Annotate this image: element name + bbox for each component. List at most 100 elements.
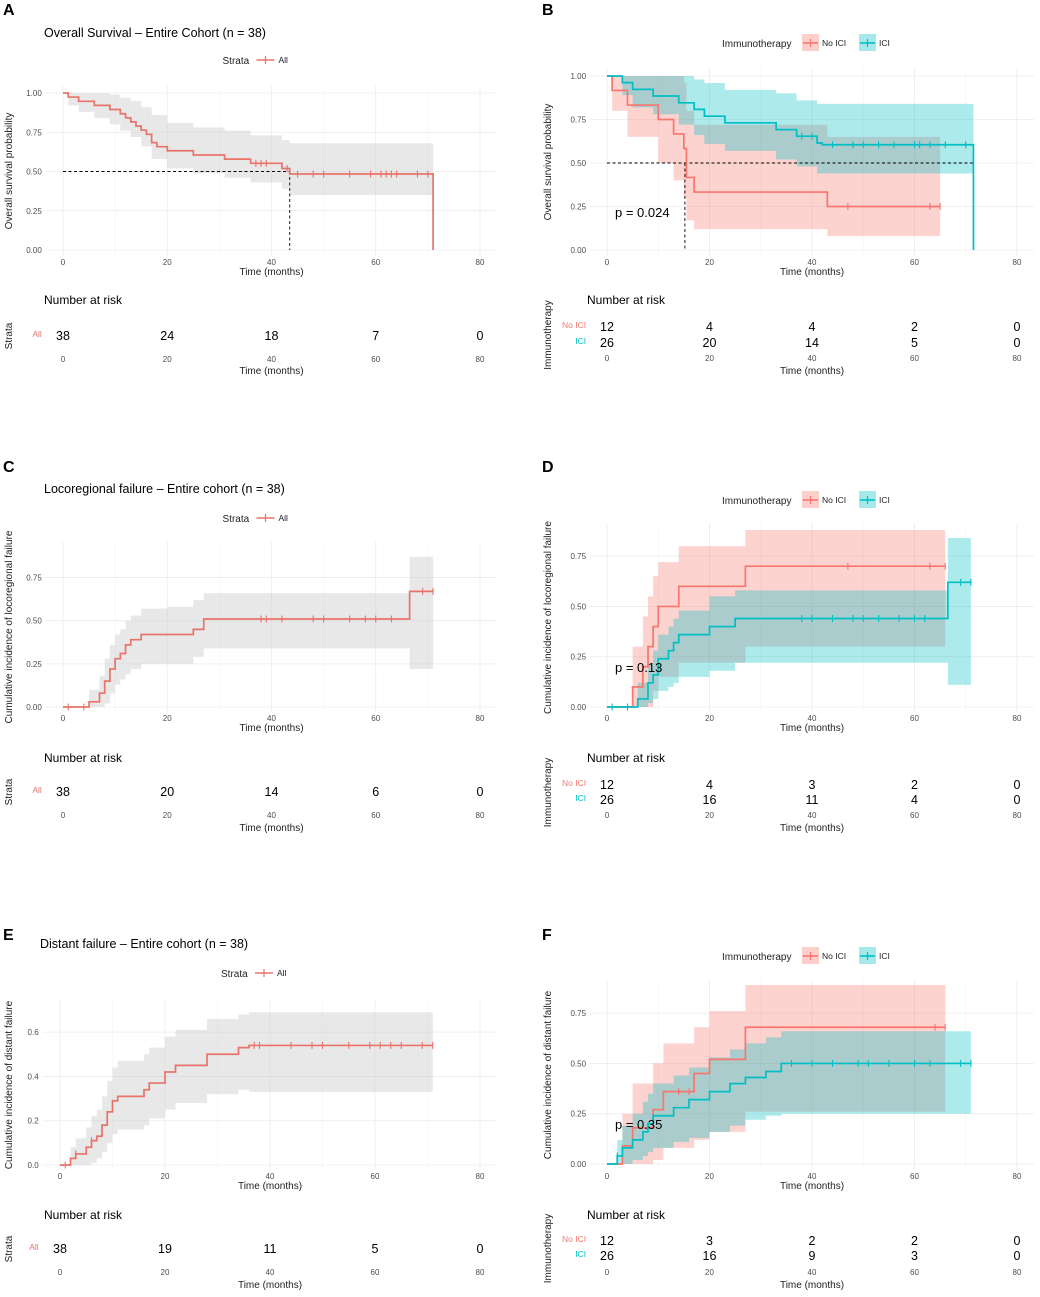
risk-table-title: Number at risk	[587, 1208, 666, 1222]
y-tick-label: 0.25	[26, 207, 42, 216]
x-tick-label: 0	[605, 714, 610, 723]
y-tick-label: 0.00	[570, 1160, 586, 1169]
risk-count: 14	[805, 336, 819, 350]
risk-count: 14	[265, 785, 279, 799]
y-axis-title: Cumulative incidence of locoregional fai…	[4, 530, 15, 723]
x-tick-label: 60	[910, 258, 919, 267]
risk-x-tick-label: 0	[61, 355, 66, 364]
y-tick-label: 0.2	[28, 1117, 40, 1126]
risk-count: 0	[1014, 778, 1021, 792]
p-value: p = 0.024	[615, 205, 670, 220]
risk-row-name: No ICI	[562, 320, 586, 330]
p-value: p = 0.13	[615, 660, 662, 675]
risk-count: 4	[706, 778, 713, 792]
risk-x-tick-label: 0	[605, 354, 610, 363]
risk-count: 5	[372, 1242, 379, 1256]
risk-count: 4	[809, 320, 816, 334]
y-tick-label: 1.00	[26, 89, 42, 98]
risk-x-tick-label: 40	[808, 811, 817, 820]
legend-label-1: ICI	[879, 38, 890, 48]
risk-row-name: All	[32, 785, 42, 795]
panel-c: C Locoregional failure – Entire cohort (n…	[3, 459, 498, 834]
legend-label-0: No ICI	[822, 495, 846, 505]
risk-table-axis-label: Immunotherapy	[543, 300, 554, 369]
risk-x-axis-title: Time (months)	[780, 366, 844, 377]
x-tick-label: 80	[476, 1172, 485, 1181]
risk-count: 26	[600, 793, 614, 807]
risk-count: 38	[56, 329, 70, 343]
risk-x-tick-label: 40	[808, 1268, 817, 1277]
risk-count: 19	[158, 1242, 172, 1256]
y-tick-label: 0.75	[570, 116, 586, 125]
risk-x-tick-label: 80	[1013, 354, 1022, 363]
risk-x-tick-label: 60	[910, 811, 919, 820]
plot-area: 0.00 0.25 0.50 0.75 1.00 0 20 40 60 80 Time (month…	[4, 86, 498, 278]
ci-band-0	[63, 556, 434, 707]
panel-letter: E	[3, 927, 14, 944]
risk-x-tick-label: 40	[266, 1268, 275, 1277]
y-tick-label: 1.00	[570, 72, 586, 81]
panel-letter: F	[542, 927, 552, 944]
risk-table-title: Number at risk	[587, 293, 666, 307]
risk-table-title: Number at risk	[44, 1208, 123, 1222]
x-axis-title: Time (months)	[239, 267, 303, 278]
x-tick-label: 80	[1013, 258, 1022, 267]
risk-x-tick-label: 60	[371, 355, 380, 364]
panel-letter: A	[3, 2, 15, 19]
risk-row-name: All	[29, 1242, 39, 1252]
risk-count: 0	[1014, 336, 1021, 350]
y-axis-title: Overall survival probability	[4, 113, 15, 230]
legend-label-0: No ICI	[822, 38, 846, 48]
risk-x-tick-label: 40	[808, 354, 817, 363]
legend: Immunotherapy No ICI ICI	[722, 491, 890, 508]
km-curve-0	[63, 92, 434, 250]
risk-row-name: All	[32, 329, 42, 339]
risk-count: 38	[56, 785, 70, 799]
risk-x-tick-label: 20	[705, 1268, 714, 1277]
y-tick-label: 0.0	[28, 1161, 40, 1170]
x-tick-label: 40	[267, 258, 276, 267]
p-value: p = 0.35	[615, 1117, 662, 1132]
km-curve-0	[63, 590, 434, 708]
ci-band-1	[607, 1031, 971, 1164]
legend: Strata All	[223, 55, 289, 67]
risk-x-tick-label: 80	[476, 1268, 485, 1277]
risk-count: 4	[911, 793, 918, 807]
panel-b: B Immunotherapy No ICI ICI 0.00 0.25 0.50 0.75 1…	[542, 2, 1034, 377]
x-tick-label: 40	[266, 1172, 275, 1181]
risk-count: 38	[53, 1242, 67, 1256]
risk-count: 0	[477, 785, 484, 799]
ci-band-1	[607, 76, 974, 174]
risk-count: 3	[911, 1249, 918, 1263]
legend-title: Strata	[223, 56, 250, 67]
risk-table-axis-label: Immunotherapy	[543, 1214, 554, 1283]
risk-x-tick-label: 0	[58, 1268, 63, 1277]
ci-band-0	[607, 76, 941, 237]
y-tick-label: 0.00	[570, 703, 586, 712]
y-axis-title: Cumulative incidence of locoregional fai…	[543, 521, 554, 714]
legend-label-0: No ICI	[822, 951, 846, 961]
y-tick-label: 0.50	[26, 617, 42, 626]
x-axis-title: Time (months)	[780, 1181, 844, 1192]
risk-table: Number at risk Strata All 38 19 11 5 0 0 20 40 60 80…	[4, 1208, 485, 1291]
legend: Immunotherapy No ICI ICI	[722, 34, 890, 51]
km-curve-0	[60, 1044, 433, 1166]
panel-letter: B	[542, 2, 554, 19]
km-curve-0	[607, 1026, 946, 1165]
risk-count: 18	[265, 329, 279, 343]
risk-x-tick-label: 60	[910, 1268, 919, 1277]
km-curve-1	[607, 581, 971, 708]
legend-title: Immunotherapy	[722, 952, 791, 963]
y-tick-label: 0.00	[26, 246, 42, 255]
risk-count: 20	[703, 336, 717, 350]
x-tick-label: 60	[910, 1172, 919, 1181]
risk-table-axis-label: Strata	[4, 778, 15, 805]
risk-count: 16	[703, 1249, 717, 1263]
y-tick-label: 0.75	[570, 552, 586, 561]
y-tick-label: 0.6	[28, 1028, 40, 1037]
